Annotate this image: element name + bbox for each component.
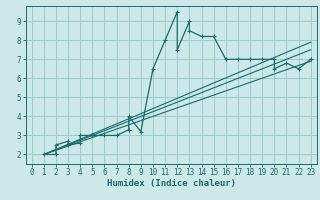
X-axis label: Humidex (Indice chaleur): Humidex (Indice chaleur) — [107, 179, 236, 188]
